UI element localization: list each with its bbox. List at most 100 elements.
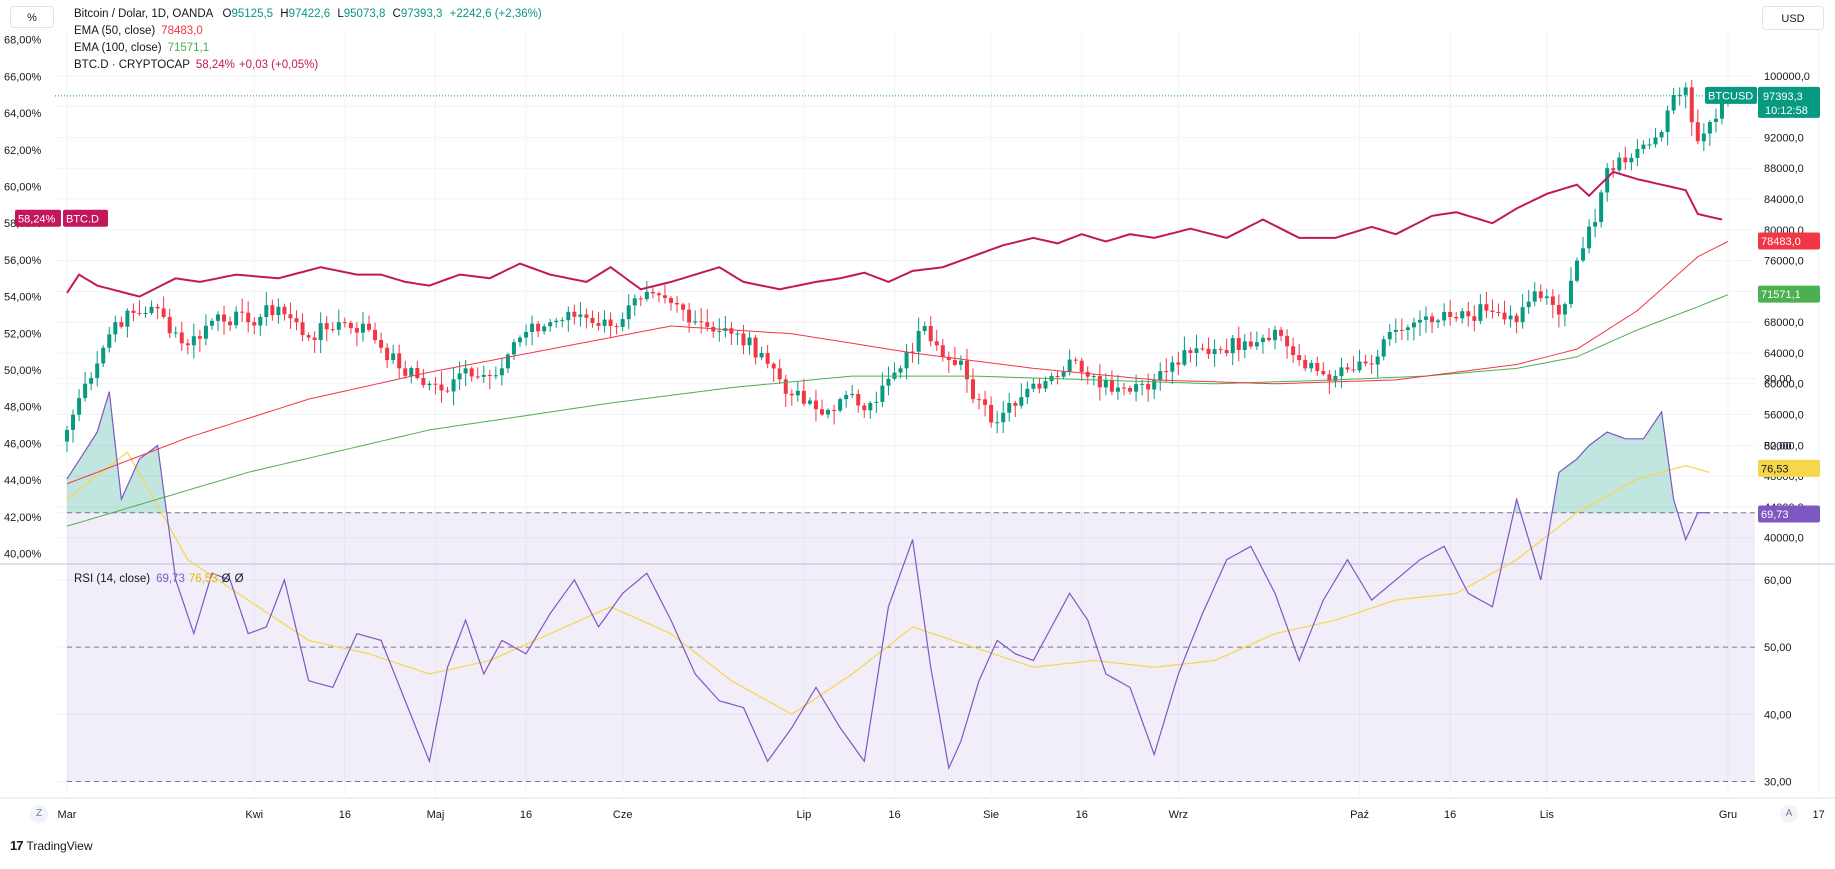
left-axis-tick-0: 40,00% bbox=[4, 549, 42, 561]
candle bbox=[747, 331, 752, 355]
right-axis-tick-14: 92000,0 bbox=[1764, 132, 1804, 144]
candle-body bbox=[397, 353, 402, 369]
candle bbox=[300, 313, 305, 342]
candle bbox=[1158, 362, 1163, 391]
legend-ema100[interactable]: EMA (100, close) 71571,1 bbox=[74, 41, 213, 55]
candle-body bbox=[1200, 348, 1205, 350]
candle bbox=[1617, 152, 1622, 173]
candle-body bbox=[1164, 371, 1169, 373]
candle bbox=[1707, 119, 1712, 146]
candle bbox=[1291, 337, 1296, 363]
candle-body bbox=[1472, 316, 1477, 321]
time-axis-tick-7: 16 bbox=[888, 809, 900, 821]
scale-reset-left-button[interactable]: Z bbox=[30, 805, 48, 823]
candle bbox=[789, 389, 794, 406]
time-axis-tick-11: Paź bbox=[1350, 809, 1369, 821]
candle-body bbox=[77, 398, 82, 415]
currency-toggle[interactable]: USD bbox=[1762, 6, 1824, 30]
candle-body bbox=[1242, 341, 1247, 351]
percent-scale-toggle[interactable]: % bbox=[10, 6, 54, 28]
candle-body bbox=[1671, 94, 1676, 111]
time-axis-tick-1: Kwi bbox=[245, 809, 263, 821]
candle-body bbox=[705, 322, 710, 327]
candle bbox=[983, 390, 988, 417]
legend-high: 97422,6 bbox=[288, 8, 331, 20]
candle-body bbox=[1248, 341, 1253, 347]
candle-body bbox=[1128, 387, 1133, 392]
candle bbox=[1097, 364, 1102, 401]
legend-btcd[interactable]: BTC.D · CRYPTOCAP 58,24% +0,03 (+0,05%) bbox=[74, 58, 322, 72]
candle bbox=[1677, 87, 1682, 106]
candle-body bbox=[1079, 360, 1084, 372]
candle bbox=[602, 310, 607, 333]
candle-body bbox=[1158, 371, 1163, 380]
candle bbox=[505, 352, 510, 373]
candle bbox=[312, 331, 317, 353]
candle bbox=[1399, 318, 1404, 341]
legend-rsi[interactable]: RSI (14, close) 69,73 76,53 Ø Ø bbox=[74, 572, 248, 586]
candle-body bbox=[602, 319, 607, 326]
right-axis-tick-10: 76000,0 bbox=[1764, 256, 1804, 268]
legend-low: 95073,8 bbox=[343, 8, 386, 20]
candle-body bbox=[1405, 327, 1410, 331]
candle-body bbox=[971, 379, 975, 400]
btcd-line bbox=[66, 170, 1723, 298]
candle-body bbox=[1629, 157, 1634, 163]
candle-body bbox=[65, 429, 69, 442]
candle bbox=[801, 378, 806, 407]
candle bbox=[1430, 312, 1435, 333]
ema100-badge: 71571,1 bbox=[1761, 289, 1801, 301]
candle bbox=[228, 316, 233, 332]
candle bbox=[1629, 153, 1634, 171]
candle bbox=[191, 323, 196, 359]
candle bbox=[1273, 325, 1277, 350]
candle-body bbox=[1025, 388, 1030, 398]
candle bbox=[101, 345, 106, 367]
rsi-axis-tick-6: 90,00 bbox=[1764, 373, 1792, 385]
candle-body bbox=[282, 306, 287, 315]
candle-body bbox=[614, 326, 619, 328]
candle bbox=[173, 326, 178, 338]
candle-body bbox=[451, 379, 456, 392]
time-axis-tick-3: Maj bbox=[427, 809, 445, 821]
candle bbox=[989, 396, 994, 428]
legend-symbol[interactable]: Bitcoin / Dolar, 1D, OANDA bbox=[74, 8, 214, 20]
candle-body bbox=[844, 394, 849, 400]
candle bbox=[832, 404, 837, 425]
candle-body bbox=[1266, 337, 1271, 341]
candle-body bbox=[1224, 349, 1229, 354]
candle bbox=[1665, 105, 1670, 146]
candle-body bbox=[1575, 260, 1579, 281]
candle-body bbox=[1587, 226, 1592, 249]
candle bbox=[614, 323, 619, 335]
candle-body bbox=[1707, 122, 1712, 134]
candle-body bbox=[1550, 296, 1555, 305]
candle-body bbox=[1188, 350, 1193, 353]
legend-ema50[interactable]: EMA (50, close) 78483,0 bbox=[74, 24, 207, 38]
candle bbox=[1182, 336, 1187, 367]
footer-branding[interactable]: 17 TradingView bbox=[10, 838, 93, 853]
candle-body bbox=[71, 414, 76, 430]
candle bbox=[1067, 349, 1072, 376]
scale-auto-right-button[interactable]: A bbox=[1780, 805, 1798, 823]
ema100-line bbox=[66, 294, 1729, 527]
candle bbox=[693, 310, 698, 326]
candle-body bbox=[874, 401, 879, 403]
candle-body bbox=[596, 323, 601, 326]
candle-body bbox=[463, 368, 468, 374]
candle-body bbox=[1508, 315, 1513, 320]
legend-rsi-ma-value: 76,53 bbox=[188, 573, 218, 585]
candle-body bbox=[880, 385, 885, 402]
candle bbox=[415, 360, 420, 380]
candle bbox=[463, 359, 468, 387]
candle-body bbox=[191, 336, 196, 346]
time-axis-tick-8: Sie bbox=[983, 809, 999, 821]
candle-body bbox=[1176, 362, 1181, 365]
candle-body bbox=[566, 311, 571, 321]
candle bbox=[662, 284, 667, 304]
candle-body bbox=[1260, 337, 1265, 343]
candle-body bbox=[584, 314, 589, 318]
candle bbox=[107, 326, 112, 353]
candle-body bbox=[1713, 118, 1718, 123]
